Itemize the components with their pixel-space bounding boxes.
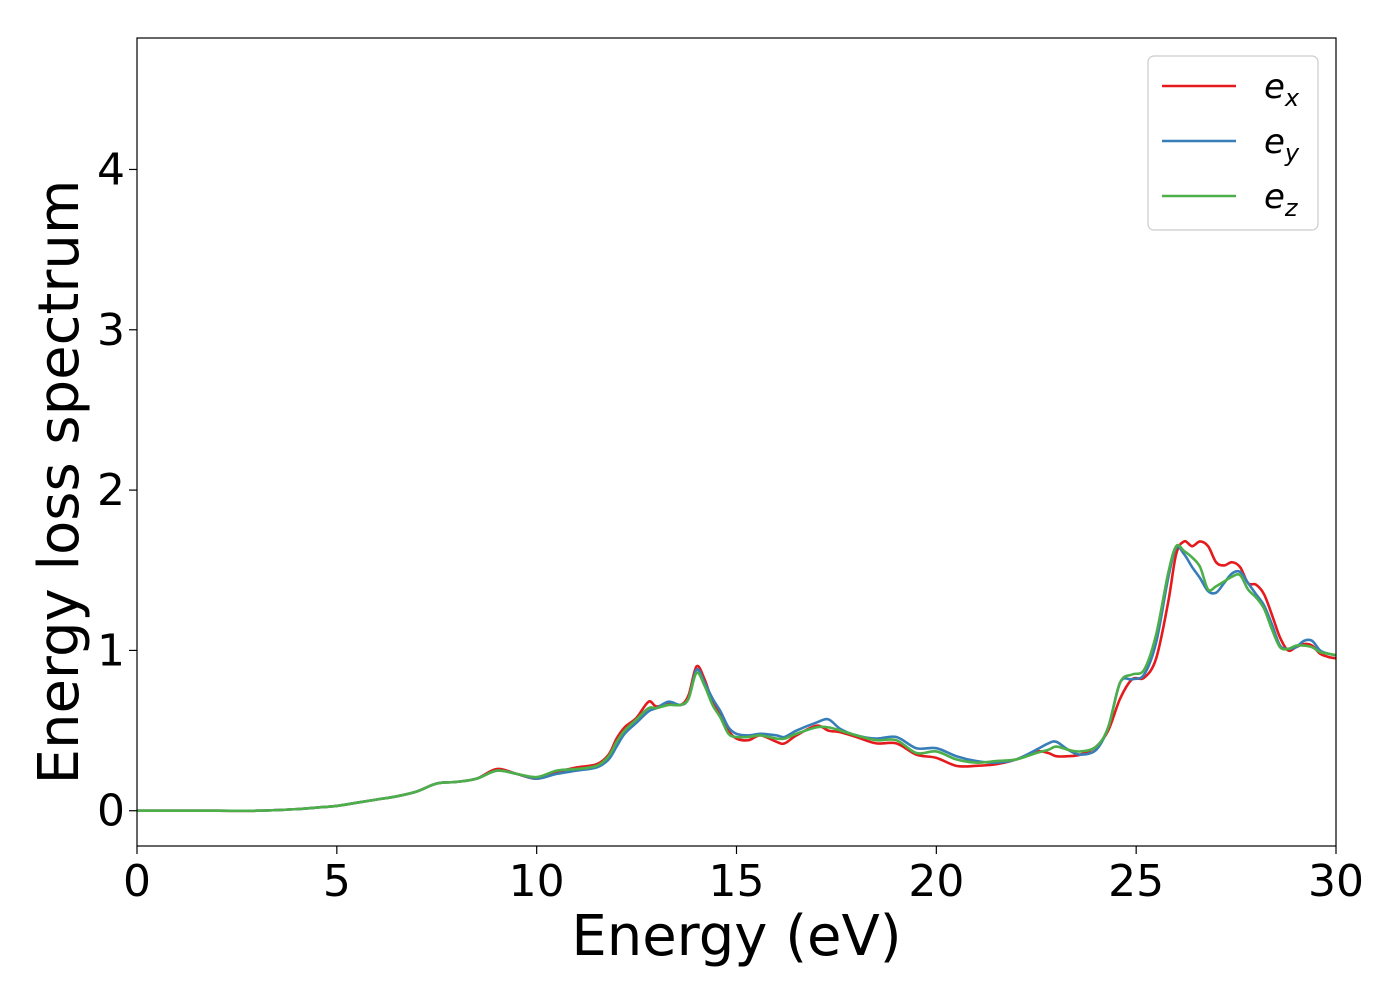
y-tick-label: 0: [97, 786, 125, 837]
x-tick-label: 25: [1108, 856, 1164, 907]
y-tick-label: 3: [97, 305, 125, 356]
y-tick-label: 1: [97, 625, 125, 676]
series-layer: [137, 539, 1336, 813]
x-tick-label: 20: [908, 856, 964, 907]
y-axis: 0 1 2 3 4: [97, 144, 137, 837]
y-tick-label: 4: [97, 144, 125, 195]
plot-area: [136, 37, 1337, 847]
legend-box: [1147, 55, 1319, 231]
series-line-z: [137, 543, 1336, 813]
legend-label-y: ey: [1264, 122, 1300, 167]
x-tick-label: 0: [123, 856, 151, 907]
x-tick-label: 15: [709, 856, 765, 907]
x-tick-label: 5: [323, 856, 351, 907]
y-axis-title: Energy loss spectrum: [27, 180, 92, 785]
y-tick-label: 2: [97, 465, 125, 516]
x-axis-title: Energy (eV): [571, 904, 901, 969]
x-axis: 0 5 10 15 20 25 30: [123, 846, 1364, 907]
x-tick-label: 10: [509, 856, 565, 907]
series-line-x: [137, 539, 1336, 813]
x-tick-label: 30: [1308, 856, 1364, 907]
legend-label-x: ex: [1264, 67, 1300, 112]
